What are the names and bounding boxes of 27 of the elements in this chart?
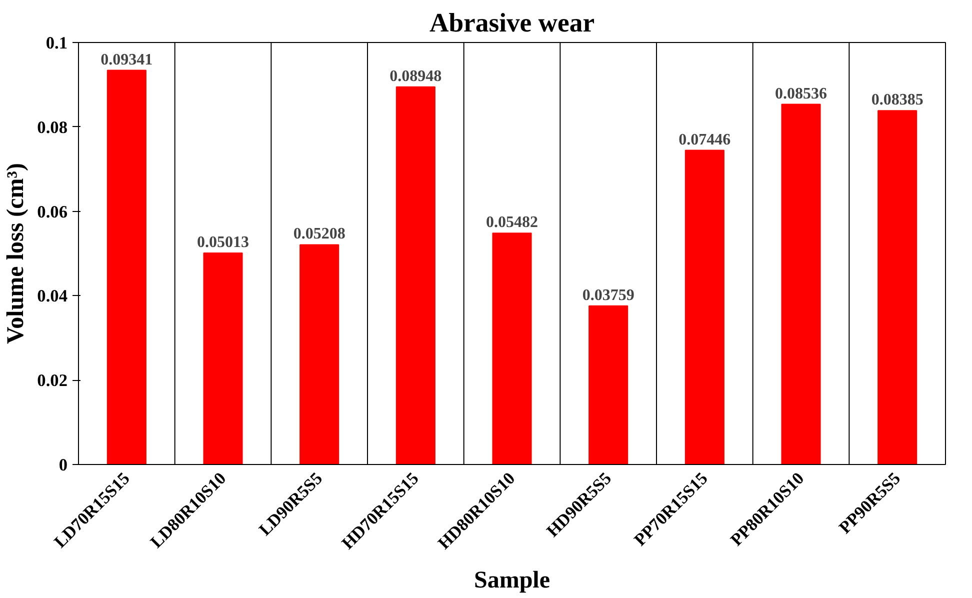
bar — [300, 244, 340, 464]
y-tick-label: 0.1 — [46, 34, 68, 52]
data-label: 0.07446 — [678, 131, 731, 148]
y-tick-label: 0.04 — [37, 286, 68, 306]
y-tick-label: 0.08 — [37, 118, 68, 137]
bar — [492, 232, 532, 464]
bar — [684, 150, 724, 464]
y-tick-label: 0.02 — [37, 371, 68, 390]
bar — [203, 252, 243, 464]
data-label: 0.05013 — [197, 234, 249, 251]
bar — [396, 86, 436, 464]
data-label: 0.05482 — [486, 214, 538, 232]
y-tick-label: 0 — [58, 456, 68, 474]
data-label: 0.08385 — [871, 92, 924, 109]
bar — [878, 110, 918, 464]
y-axis-title: Volume loss (cm³) — [3, 163, 30, 344]
data-label: 0.05208 — [293, 226, 346, 243]
data-label: 0.09341 — [100, 51, 153, 68]
x-axis-title: Sample — [474, 568, 550, 594]
data-label: 0.08948 — [390, 68, 442, 85]
chart-title: Abrasive wear — [429, 8, 595, 38]
data-label: 0.03759 — [582, 286, 634, 304]
y-tick-label: 0.06 — [37, 202, 68, 222]
bar — [106, 70, 146, 464]
data-label: 0.08536 — [775, 85, 827, 102]
bar — [781, 104, 821, 464]
bar — [588, 305, 628, 464]
